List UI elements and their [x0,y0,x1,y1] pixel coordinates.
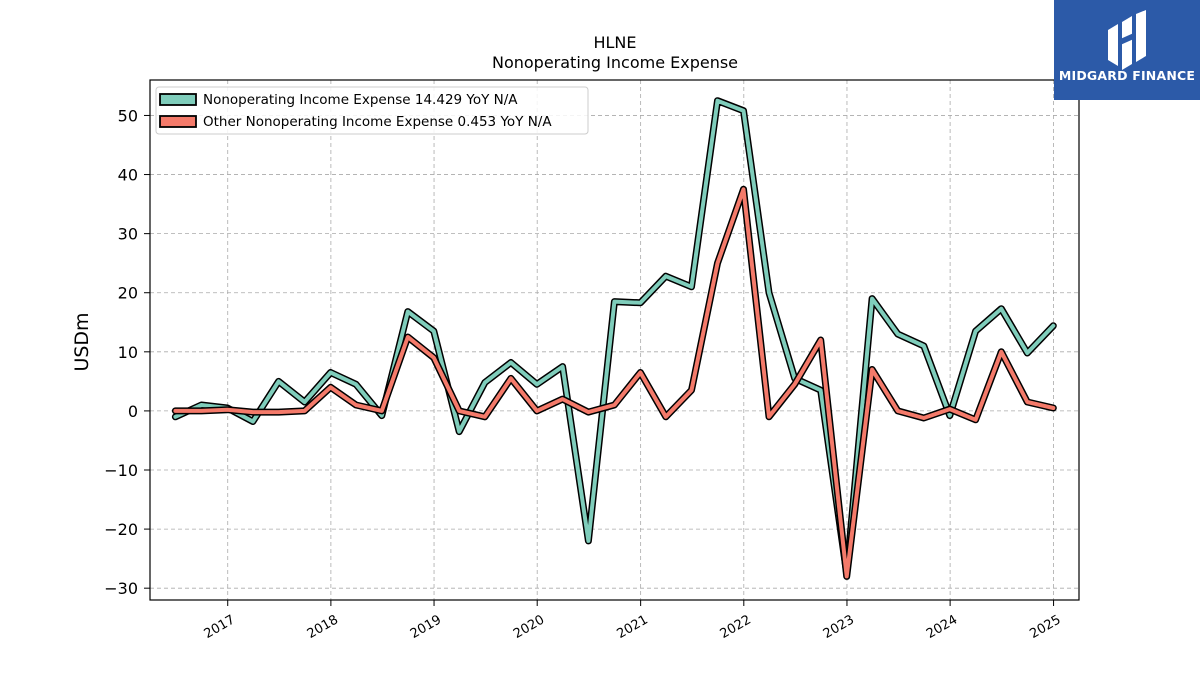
x-tick-label: 2025 [1027,612,1063,642]
y-tick-label: 10 [118,343,138,362]
legend-swatch-nonoperating [159,93,197,106]
x-tick-label: 2024 [924,612,960,642]
legend: Nonoperating Income Expense 14.429 YoY N… [155,86,589,135]
grid-layer [150,80,1079,600]
other-nonoperating-income-expense-line [173,187,1056,579]
y-tick-label: −20 [104,520,138,539]
x-tick-label: 2020 [511,612,547,642]
chart-title: Nonoperating Income Expense [492,53,738,72]
nonoperating-income-expense-line [173,98,1056,576]
legend-swatch-other-nonoperating [159,115,197,128]
legend-label-nonoperating: Nonoperating Income Expense 14.429 YoY N… [203,92,518,108]
other-nonoperating-income-expense-line-outline [171,185,1057,580]
nonoperating-income-expense-line-outline [171,97,1057,577]
y-tick-label: 0 [128,402,138,421]
x-tick-label: 2019 [408,612,444,642]
tick-layer: −30 −20 −10 0 10 20 30 40 50 2017 2018 2019 2020 2021… [104,106,1063,642]
midgard-finance-logo: MIDGARD FINANCE [1054,0,1200,100]
plot-frame [149,79,1080,601]
legend-label-other-nonoperating: Other Nonoperating Income Expense 0.453 … [203,114,552,130]
x-tick-label: 2018 [305,612,341,642]
line-layer [171,97,1057,580]
y-tick-label: 30 [118,225,138,244]
y-tick-label: −10 [104,461,138,480]
x-tick-label: 2022 [718,612,754,642]
y-tick-label: 20 [118,284,138,303]
x-tick-label: 2021 [614,612,650,642]
chart-title-ticker: HLNE [593,33,636,52]
logo-text: MIDGARD FINANCE [1058,68,1196,83]
y-tick-label: 40 [118,166,138,185]
x-tick-label: 2017 [202,612,238,642]
legend-box [155,86,589,135]
y-tick-label: 50 [118,106,138,125]
y-axis-label: USDm [71,312,93,371]
x-tick-label: 2023 [821,612,857,642]
midgard-logo-icon [1108,10,1146,70]
y-tick-label: −30 [104,579,138,598]
